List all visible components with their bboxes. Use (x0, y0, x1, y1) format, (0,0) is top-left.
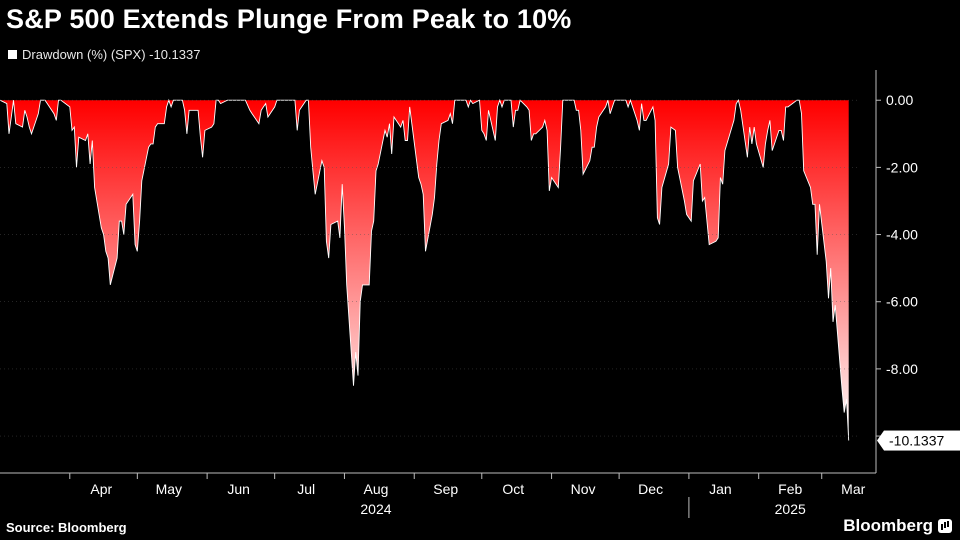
x-tick-label: Nov (571, 481, 596, 497)
y-tick-label: -2.00 (886, 159, 918, 175)
x-tick-label: Aug (364, 481, 389, 497)
brand-logo: Bloomberg (843, 516, 952, 536)
drawdown-area (0, 100, 849, 441)
x-tick-label: Sep (433, 481, 458, 497)
drawdown-line (0, 98, 850, 441)
last-value-label: -10.1337 (889, 433, 944, 449)
source-note: Source: Bloomberg (6, 520, 127, 535)
x-tick-label: Apr (90, 481, 112, 497)
y-tick-label: -6.00 (886, 294, 918, 310)
x-tick-label: Feb (778, 481, 802, 497)
x-tick-label: Dec (638, 481, 663, 497)
bar-chart-icon (938, 519, 952, 533)
x-year-label: 2024 (360, 501, 391, 517)
x-tick-label: Jan (709, 481, 732, 497)
x-tick-label: Oct (502, 481, 524, 497)
legend-label: Drawdown (%) (SPX) -10.1337 (22, 47, 201, 62)
brand-name: Bloomberg (843, 516, 933, 535)
x-tick-label: May (156, 481, 182, 497)
x-tick-label: Mar (841, 481, 865, 497)
legend: Drawdown (%) (SPX) -10.1337 (8, 47, 200, 62)
last-value-pointer (877, 430, 884, 451)
x-year-label: 2025 (775, 501, 806, 517)
x-tick-label: Jul (297, 481, 315, 497)
y-tick-label: 0.00 (886, 92, 913, 108)
legend-swatch (8, 50, 17, 59)
x-tick-label: Jun (227, 481, 250, 497)
y-tick-label: -8.00 (886, 361, 918, 377)
last-value-box (884, 430, 960, 451)
chart-title: S&P 500 Extends Plunge From Peak to 10% (6, 4, 572, 34)
y-tick-label: -4.00 (886, 227, 918, 243)
